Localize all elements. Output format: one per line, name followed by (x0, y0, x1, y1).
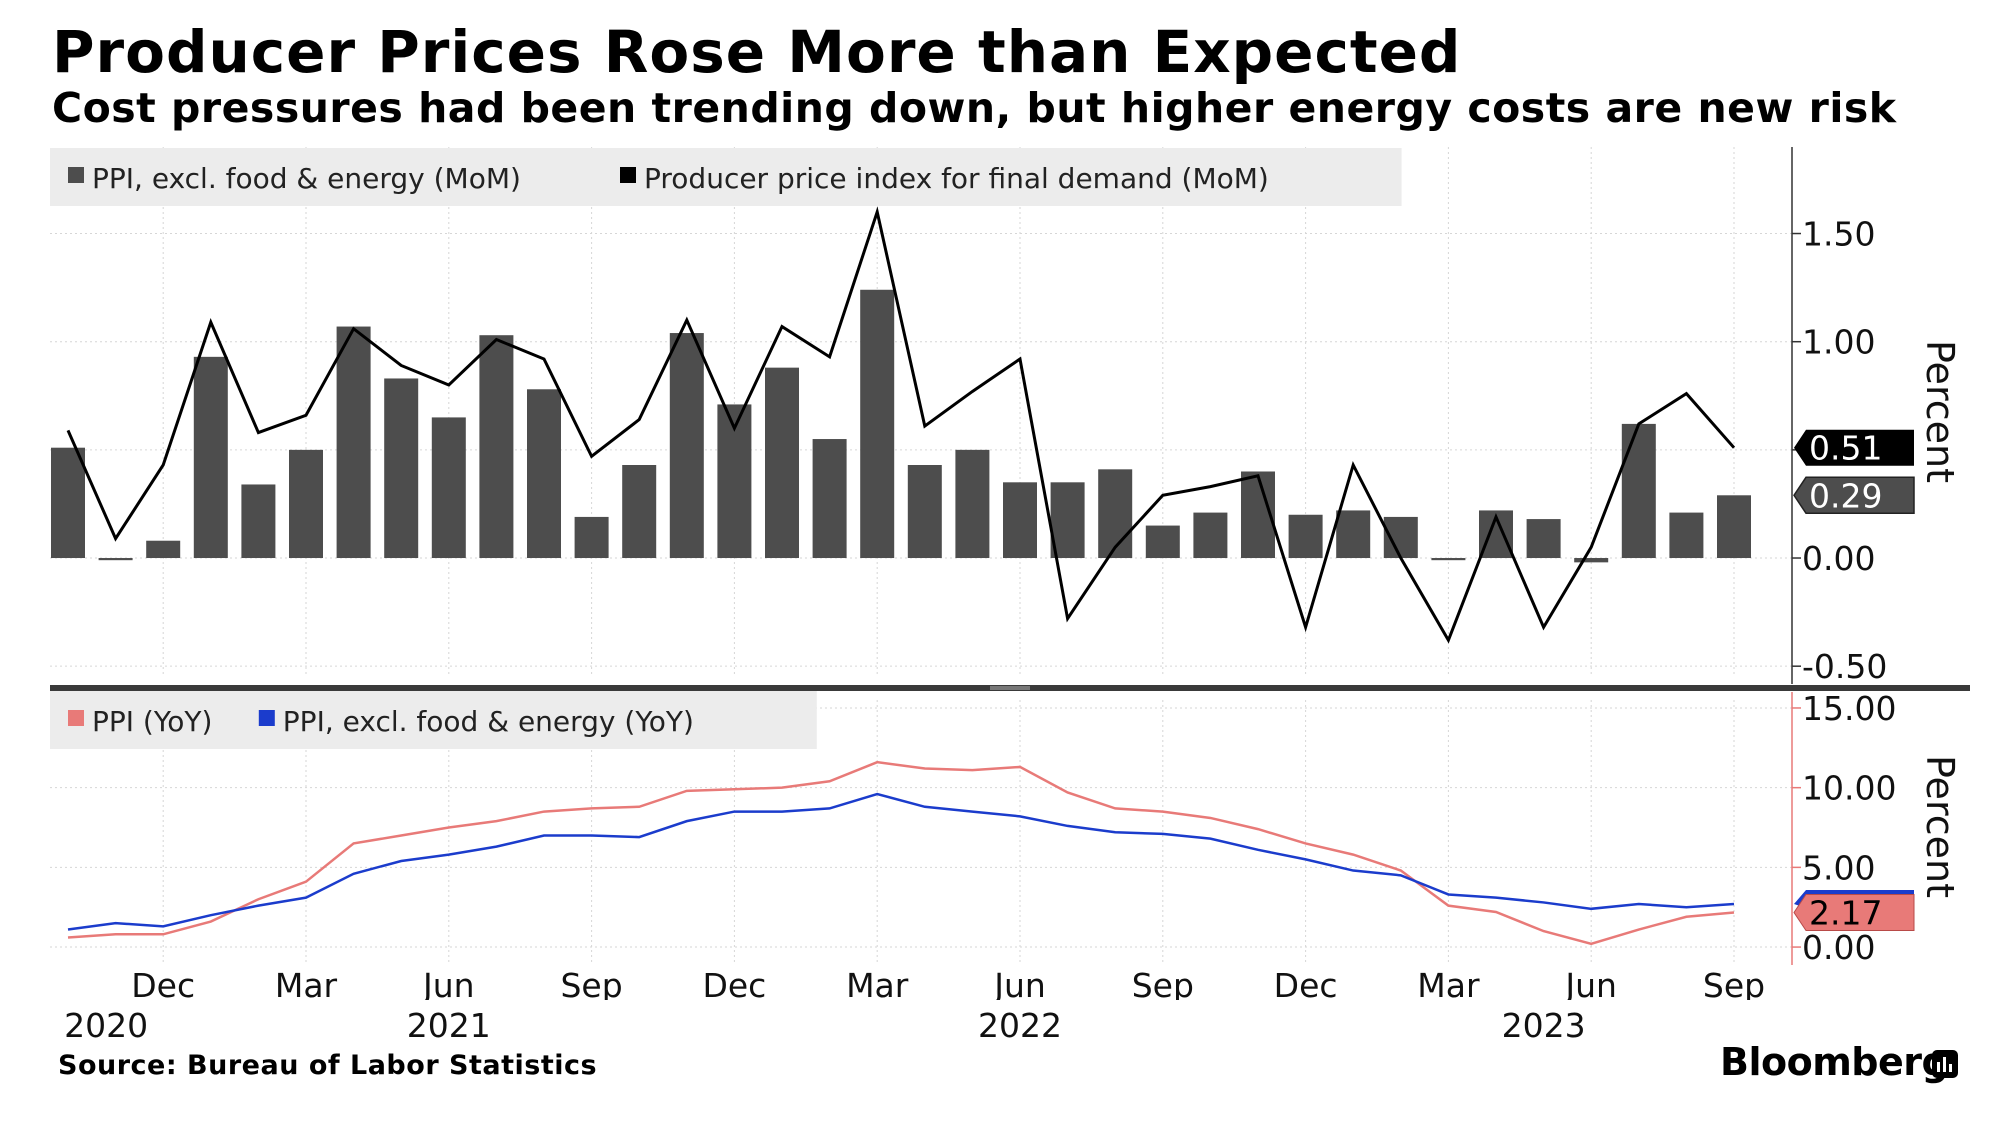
ppi-final-demand-mom-line (66, 206, 1736, 644)
bottom-legend-bg (50, 691, 817, 749)
mom-bar (1431, 558, 1466, 561)
year-label: 2020 (64, 1006, 148, 1045)
xtick-label: Sep (1132, 966, 1194, 1000)
mom-bar (860, 289, 895, 559)
xtick-label: Jun (421, 966, 475, 1000)
mom-bar (241, 484, 276, 559)
xtick-label: Sep (560, 966, 622, 1000)
mom-bar (574, 516, 609, 559)
mom-line-callout-box (1794, 429, 1914, 466)
bottom-ylabel: Percent (1918, 755, 1962, 898)
bottom-ytick-label: 15.00 (1802, 689, 1896, 728)
mom-bar-callout-box (1793, 476, 1915, 515)
bottom-ytick-label: 0.00 (1802, 928, 1875, 967)
top-ytick-label: 0.00 (1802, 539, 1875, 578)
chart-title: Producer Prices Rose More than Expected (52, 18, 1462, 86)
mom-bar (1717, 495, 1751, 559)
top-ytick-label: -0.50 (1802, 647, 1887, 686)
mom-bar (812, 439, 847, 559)
ppi-yoy-callout-label: 2.17 (1809, 893, 1882, 932)
bottom-ytick-label: 10.00 (1802, 769, 1896, 808)
xtick-label: Sep (1703, 966, 1765, 1000)
mom-bar (1288, 514, 1323, 559)
mom-bar (1526, 519, 1561, 559)
mom-bar (527, 389, 561, 559)
xtick-label: Dec (702, 966, 766, 1000)
bloomberg-logo: Bloomberg (1720, 1040, 1949, 1084)
ppi-yoy-line (67, 760, 1735, 946)
mom-bar (431, 417, 466, 559)
xtick-label: Mar (1417, 966, 1480, 1000)
mom-bar (98, 558, 133, 561)
bottom-legend-swatch (68, 710, 84, 726)
top-legend-item: Producer price index for final demand (M… (644, 162, 1269, 195)
mom-bar (193, 356, 228, 559)
mom-bar (1336, 510, 1371, 559)
mom-bar (622, 465, 657, 559)
mom-bar (907, 465, 942, 559)
core-ppi-yoy-line (67, 792, 1735, 931)
top-legend-swatch (68, 167, 84, 183)
top-legend-swatch (620, 167, 636, 183)
bottom-panel-marks (67, 760, 1735, 946)
chart-subtitle: Cost pressures had been trending down, b… (52, 84, 1897, 132)
mom-bar (289, 449, 323, 559)
xtick-label: Dec (131, 966, 195, 1000)
ppi-yoy-callout-box (1793, 893, 1915, 931)
bottom-legend-item: PPI (YoY) (92, 705, 212, 738)
top-ylabel: Percent (1918, 340, 1962, 483)
mom-bar (384, 378, 419, 559)
axis-labels: 1.501.000.500.00-0.5015.0010.005.000.00P… (50, 148, 1962, 1000)
mom-bar (1050, 482, 1085, 559)
xtick-label: Jun (992, 966, 1046, 1000)
bottom-ytick-label: 5.00 (1802, 848, 1875, 887)
mom-bar (955, 449, 990, 559)
mom-bar (669, 333, 704, 559)
mom-line-callout-label: 0.51 (1809, 429, 1882, 468)
xtick-label: Mar (275, 966, 338, 1000)
source-note: Source: Bureau of Labor Statistics (58, 1050, 598, 1081)
year-label: 2021 (407, 1006, 491, 1045)
axes (50, 147, 1970, 965)
mom-bar (1193, 512, 1228, 559)
mom-bar (336, 326, 371, 559)
top-ytick-label: 1.00 (1802, 323, 1875, 362)
xtick-label: Mar (846, 966, 909, 1000)
chart-area: 1.501.000.500.00-0.5015.0010.005.000.00P… (50, 147, 1970, 1000)
mom-bar (1098, 469, 1133, 559)
bottom-legend-swatch (258, 710, 275, 726)
mom-bar (146, 540, 181, 559)
mom-bar (1145, 525, 1180, 559)
mom-bar (1669, 512, 1704, 559)
bloomberg-terminal-icon (1932, 1050, 1958, 1078)
top-panel-marks (51, 206, 1751, 644)
mom-bar (1003, 482, 1037, 559)
mom-bar (51, 447, 85, 559)
year-label: 2022 (978, 1006, 1062, 1045)
mom-bar (1621, 423, 1656, 559)
mom-bar (479, 335, 514, 559)
top-legend-bg (50, 148, 1402, 206)
bottom-legend-item: PPI, excl. food & energy (YoY) (283, 705, 694, 738)
xtick-label: Jun (1563, 966, 1617, 1000)
mom-bar (1574, 558, 1609, 563)
xtick-label: Dec (1274, 966, 1338, 1000)
year-label: 2023 (1502, 1006, 1586, 1045)
top-ytick-label: 1.50 (1802, 215, 1875, 254)
panel-divider-handle (990, 686, 1030, 690)
mom-bar (765, 367, 799, 559)
mom-bar-callout-label: 0.29 (1809, 476, 1882, 515)
top-legend-item: PPI, excl. food & energy (MoM) (92, 162, 521, 195)
